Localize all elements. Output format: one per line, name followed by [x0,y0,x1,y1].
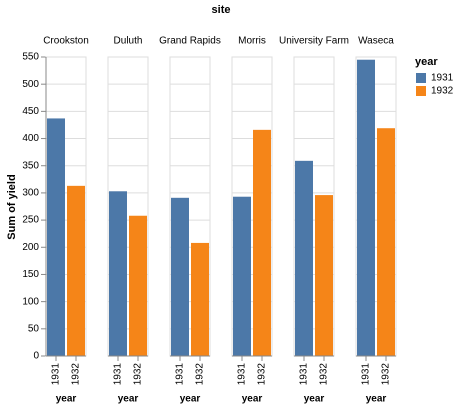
x-tick-label: 1932 [195,363,206,386]
x-tick-label: 1931 [51,363,62,386]
x-tick-label: 1932 [381,363,392,386]
x-title: year [304,394,325,405]
x-title: year [242,394,263,405]
x-tick-label: 1932 [319,363,330,386]
x-tick-label: 1932 [133,363,144,386]
y-tick-label: 400 [22,133,39,144]
x-tick-label: 1931 [175,363,186,386]
bar [377,128,395,356]
legend-swatch [416,73,426,83]
y-tick-label: 500 [22,79,39,90]
y-tick-label: 0 [33,351,39,362]
bar [295,160,313,356]
bar [191,242,209,356]
bar [233,196,251,356]
facet-header: Morris [238,36,266,47]
y-tick-label: 200 [22,242,39,253]
legend-label: 1932 [431,86,454,97]
facet-title: site [212,4,231,16]
y-tick-label: 350 [22,160,39,171]
x-title: year [366,394,387,405]
bar [315,195,333,356]
facet-header: Duluth [114,36,143,47]
x-tick-label: 1932 [71,363,82,386]
bar [129,215,147,356]
legend-title: year [415,56,438,68]
facet-header: Grand Rapids [159,36,221,47]
y-tick-label: 100 [22,296,39,307]
bar [253,129,271,356]
y-tick-label: 50 [28,323,40,334]
x-tick-label: 1931 [361,363,372,386]
y-tick-label: 150 [22,269,39,280]
x-title: year [180,394,201,405]
y-title: Sum of yield [6,174,18,239]
x-tick-label: 1931 [237,363,248,386]
y-tick-label: 300 [22,188,39,199]
y-tick-label: 450 [22,106,39,117]
legend-swatch [416,86,426,96]
bar [171,197,189,356]
x-tick-label: 1932 [257,363,268,386]
facet-header: Waseca [358,36,394,47]
bar [109,191,127,356]
y-tick-label: 250 [22,215,39,226]
x-title: year [56,394,77,405]
x-tick-label: 1931 [113,363,124,386]
bar [47,118,65,356]
legend-label: 1931 [431,73,454,84]
facet-header: Crookston [43,36,89,47]
x-title: year [118,394,139,405]
bar [67,185,85,356]
facet-header: University Farm [279,36,349,47]
x-tick-label: 1931 [299,363,310,386]
y-tick-label: 550 [22,52,39,63]
bar [357,59,375,357]
